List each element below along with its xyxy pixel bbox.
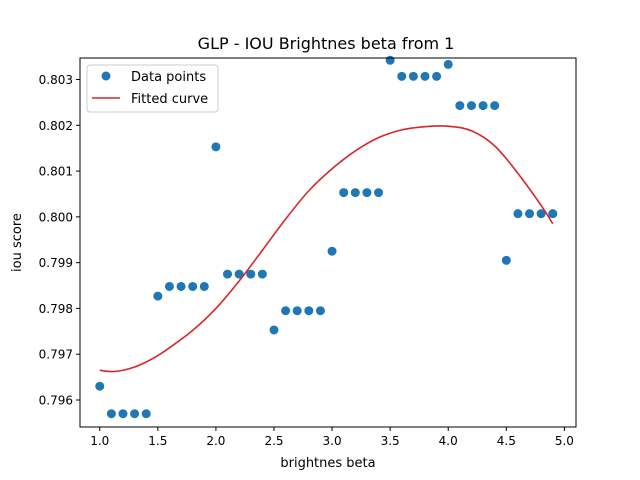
data-point: [164, 281, 174, 291]
data-point: [466, 101, 476, 111]
x-tick-label: 4.0: [439, 434, 458, 448]
legend-label-fitted-curve: Fitted curve: [131, 92, 208, 107]
y-axis-ticks: 0.796 0.797 0.798 0.799 0.800 0.801 0.802 0.803: [39, 73, 80, 407]
plot-area: [95, 55, 558, 419]
fitted-curve-line: [99, 125, 554, 373]
plot-frame: [79, 57, 577, 428]
data-point: [292, 306, 302, 316]
data-point: [130, 409, 140, 419]
y-tick-label: 0.796: [39, 393, 73, 407]
data-point: [315, 306, 325, 316]
data-point: [478, 101, 488, 111]
data-point: [141, 409, 151, 419]
chart-title: GLP - IOU Brightnes beta from 1: [198, 34, 455, 53]
data-point: [269, 325, 279, 335]
x-tick-label: 5.0: [555, 434, 574, 448]
data-point: [548, 209, 558, 219]
data-point: [432, 71, 442, 81]
legend-label-data-points: Data points: [131, 70, 206, 85]
data-point: [397, 71, 407, 81]
x-tick-label: 2.0: [206, 434, 225, 448]
data-point: [420, 71, 430, 81]
x-tick-label: 3.5: [381, 434, 400, 448]
y-tick-label: 0.797: [39, 348, 73, 362]
data-point: [443, 59, 453, 69]
data-point: [223, 269, 233, 279]
data-point: [536, 209, 546, 219]
data-point: [211, 142, 221, 152]
y-tick-label: 0.798: [39, 302, 73, 316]
x-tick-label: 1.0: [90, 434, 109, 448]
data-point: [374, 188, 384, 198]
data-point: [513, 209, 523, 219]
data-point: [257, 269, 267, 279]
data-point: [490, 101, 500, 111]
data-point: [246, 269, 256, 279]
data-point: [525, 209, 535, 219]
x-tick-label: 2.5: [264, 434, 283, 448]
y-tick-label: 0.800: [39, 210, 73, 224]
y-tick-label: 0.801: [39, 165, 73, 179]
data-point: [327, 246, 337, 256]
legend: Data points Fitted curve: [86, 64, 219, 113]
data-point: [339, 188, 349, 198]
y-tick-label: 0.803: [39, 73, 73, 87]
data-point: [176, 281, 186, 291]
y-axis-label: iou score: [10, 213, 25, 272]
legend-box: [86, 64, 219, 113]
x-tick-label: 4.5: [497, 434, 516, 448]
x-axis-ticks: 1.0 1.5 2.0 2.5 3.0 3.5 4.0 4.5 5.0: [90, 427, 574, 448]
data-point: [281, 306, 291, 316]
data-point: [188, 281, 198, 291]
data-point: [304, 306, 314, 316]
data-point: [95, 381, 105, 391]
data-point: [234, 269, 244, 279]
data-point: [455, 101, 465, 111]
data-point: [408, 71, 418, 81]
y-tick-label: 0.802: [39, 119, 73, 133]
x-axis-label: brightnes beta: [280, 456, 375, 471]
data-point: [362, 188, 372, 198]
data-point: [350, 188, 360, 198]
y-tick-label: 0.799: [39, 256, 73, 270]
x-tick-label: 3.0: [323, 434, 342, 448]
x-tick-label: 1.5: [148, 434, 167, 448]
data-point: [118, 409, 128, 419]
data-point: [106, 409, 116, 419]
data-point: [385, 55, 395, 65]
data-point: [153, 291, 163, 301]
data-point: [501, 255, 511, 265]
legend-marker-data-points: [101, 71, 111, 81]
data-point: [199, 281, 209, 291]
